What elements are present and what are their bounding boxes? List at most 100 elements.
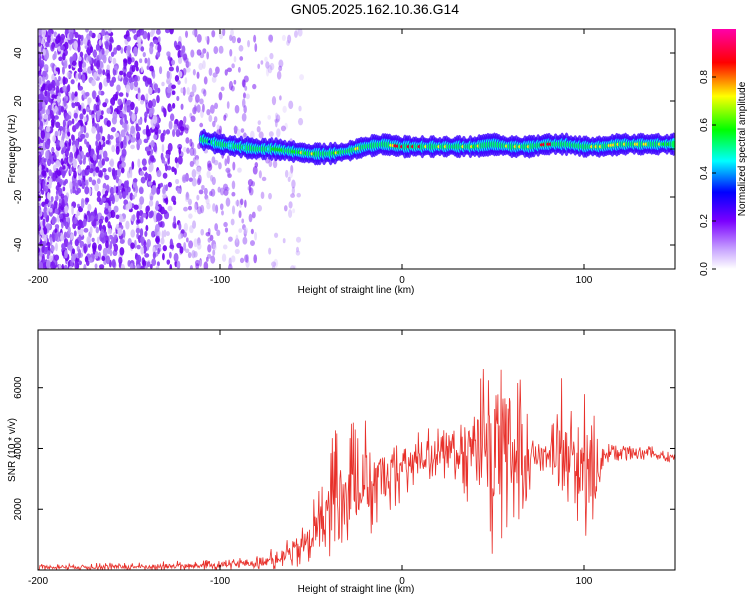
spectrogram-noise-cell bbox=[207, 244, 212, 253]
spectrogram-noise-cell bbox=[162, 187, 166, 195]
spectrogram-noise-cell bbox=[90, 163, 94, 169]
spectrogram-noise-cell bbox=[192, 220, 197, 229]
spectrogram-noise-cell bbox=[157, 129, 162, 134]
spectrogram-noise-cell bbox=[274, 118, 280, 123]
spectrogram-y-tick-label: -40 bbox=[13, 237, 24, 252]
spectrogram-noise-cell bbox=[92, 50, 98, 57]
spectrogram-noise-cell bbox=[157, 44, 162, 53]
spectrogram-noise-cell bbox=[213, 116, 218, 123]
spectrogram-noise-cell bbox=[249, 240, 255, 247]
spectrogram-noise-cell bbox=[174, 167, 177, 176]
spectrogram-noise-cell bbox=[77, 67, 83, 73]
spectrogram-x-tick-label: 100 bbox=[576, 275, 593, 286]
spectrogram-noise-cell bbox=[167, 205, 173, 212]
spectrogram-noise-cell bbox=[136, 126, 142, 132]
spectrogram-noise-cell bbox=[183, 241, 187, 251]
spectrogram-noise-cell bbox=[49, 207, 53, 213]
spectrogram-noise-cell bbox=[105, 140, 110, 145]
spectrogram-noise-cell bbox=[119, 118, 124, 125]
spectrogram-noise-cell bbox=[69, 56, 74, 64]
spectrogram-noise-cell bbox=[200, 204, 205, 214]
spectrogram-noise-cell bbox=[70, 233, 74, 241]
spectrogram-noise-cell bbox=[183, 174, 188, 181]
spectrogram-noise-cell bbox=[111, 167, 116, 177]
spectrogram-noise-cell bbox=[105, 255, 111, 265]
spectrogram-noise-cell bbox=[69, 156, 73, 163]
spectrogram-noise-cell bbox=[169, 263, 173, 269]
spectrogram-noise-cell bbox=[141, 158, 147, 166]
spectrogram-noise-cell bbox=[271, 261, 277, 267]
spectrogram-noise-cell bbox=[71, 251, 77, 261]
spectrogram-noise-cell bbox=[284, 169, 289, 178]
spectrogram-noise-cell bbox=[297, 117, 304, 126]
spectrogram-noise-cell bbox=[113, 185, 117, 194]
spectrogram-noise-cell bbox=[244, 85, 248, 91]
spectrogram-noise-cell bbox=[50, 261, 56, 269]
spectrogram-noise-cell bbox=[147, 77, 151, 85]
spectrogram-noise-cell bbox=[73, 216, 78, 225]
spectrogram-noise-cell bbox=[299, 74, 305, 81]
spectrogram-noise-cell bbox=[218, 162, 222, 170]
spectrogram-noise-cell bbox=[140, 100, 145, 105]
spectrogram-noise-cell bbox=[180, 49, 184, 57]
spectrogram-noise-cell bbox=[173, 215, 176, 225]
spectrogram-noise-cell bbox=[139, 29, 145, 36]
spectrogram-noise-cell bbox=[276, 128, 281, 138]
spectrogram-noise-cell bbox=[51, 147, 55, 153]
spectrogram-noise-cell bbox=[215, 204, 219, 214]
spectrogram-noise-cell bbox=[109, 158, 115, 168]
chart-title: GN05.2025.162.10.36.G14 bbox=[290, 1, 460, 17]
spectrogram-noise-cell bbox=[55, 67, 60, 72]
spectrogram-noise-cell bbox=[290, 193, 296, 198]
spectrogram-noise-cell bbox=[60, 45, 66, 51]
snr-x-label: Height of straight line (km) bbox=[298, 584, 415, 595]
spectrogram-noise-cell bbox=[113, 205, 119, 213]
spectrogram-noise-cell bbox=[206, 253, 212, 259]
spectrogram-noise-cell bbox=[39, 60, 45, 68]
spectrogram-noise-cell bbox=[194, 158, 199, 167]
spectrogram-noise-cell bbox=[257, 63, 261, 70]
spectrogram-noise-cell bbox=[62, 119, 66, 128]
colorbar-tick-label: 0.4 bbox=[699, 166, 710, 180]
spectrogram-noise-cell bbox=[221, 253, 227, 263]
spectrogram-noise-cell bbox=[165, 29, 170, 34]
spectrogram-noise-cell bbox=[298, 105, 302, 112]
spectrogram-noise-cell bbox=[149, 195, 153, 201]
spectrogram-noise-cell bbox=[55, 242, 58, 252]
spectrogram-noise-cell bbox=[183, 206, 188, 212]
spectrogram-noise-cell bbox=[253, 254, 258, 264]
spectrogram-noise-cell bbox=[182, 53, 188, 61]
spectrogram-noise-cell bbox=[185, 137, 190, 144]
spectrogram-noise-cell bbox=[254, 231, 258, 241]
spectrogram-noise-cell bbox=[95, 44, 100, 51]
spectrogram-noise-cell bbox=[214, 102, 219, 109]
spectrogram-noise-cell bbox=[189, 147, 195, 157]
spectrogram-noise-cell bbox=[46, 254, 50, 260]
spectrogram-noise-cell bbox=[177, 57, 183, 65]
spectrogram-noise-cell bbox=[109, 80, 115, 87]
spectrogram-noise-cell bbox=[77, 179, 82, 186]
spectrogram-noise-cell bbox=[98, 218, 104, 225]
spectrogram-noise-cell bbox=[145, 224, 149, 232]
spectrogram-y-tick-label: 20 bbox=[13, 95, 24, 107]
spectrogram-noise-cell bbox=[185, 30, 189, 38]
spectrogram-noise-cell bbox=[56, 95, 61, 103]
spectrogram-noise-cell bbox=[100, 228, 105, 238]
spectrogram-noise-cell bbox=[133, 85, 139, 91]
spectrogram-noise-cell bbox=[274, 119, 278, 128]
spectrogram-noise-cell bbox=[149, 109, 153, 118]
spectrogram-noise-cell bbox=[219, 187, 225, 196]
spectrogram-noise-cell bbox=[109, 36, 114, 43]
spectrogram-noise-cell bbox=[198, 189, 204, 195]
spectrogram-noise-cell bbox=[52, 53, 56, 61]
spectrogram-noise-cell bbox=[207, 237, 211, 243]
spectrogram-noise-cell bbox=[55, 195, 59, 202]
spectrogram-noise-cell bbox=[74, 91, 78, 97]
spectrogram-noise-cell bbox=[169, 29, 174, 35]
spectrogram-noise-cell bbox=[269, 62, 275, 71]
spectrogram-noise-cell bbox=[42, 48, 46, 56]
spectrogram-noise-cell bbox=[234, 104, 240, 114]
spectrogram-noise-cell bbox=[175, 65, 180, 73]
spectrogram-noise-cell bbox=[95, 166, 100, 173]
spectrogram-noise-cell bbox=[136, 264, 140, 269]
